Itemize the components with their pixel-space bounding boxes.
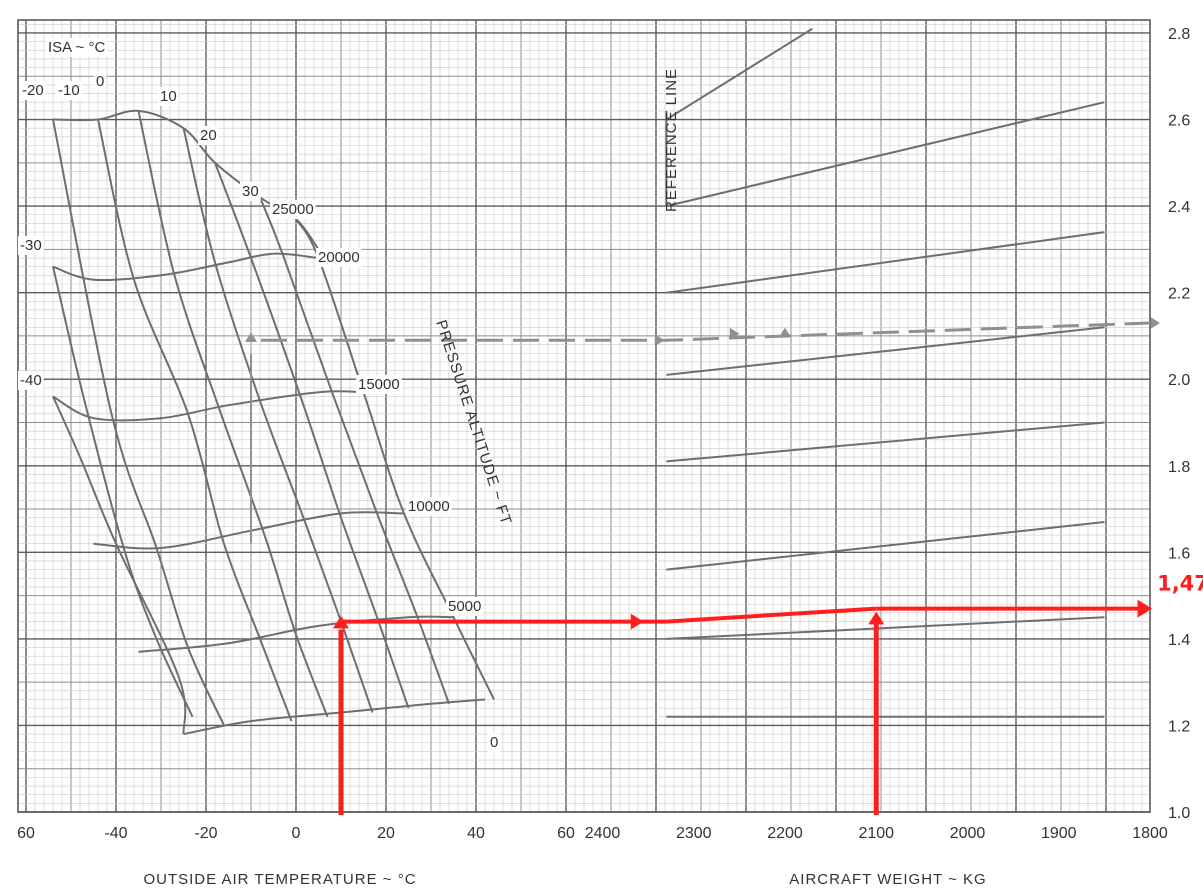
- isa-line-4: [137, 110, 329, 718]
- x-tick-label-temperature: 0: [292, 825, 301, 842]
- y-tick-label: 1.0: [1168, 805, 1190, 822]
- weight-line-3: [666, 421, 1105, 463]
- example-arrow-1: [654, 334, 665, 347]
- isa-title: ISA ~ °C: [48, 39, 105, 56]
- isa-label-4-bg: [94, 72, 107, 91]
- isa-label-5: 10: [160, 88, 177, 105]
- x-tick-label-temperature: 40: [467, 825, 485, 842]
- solution-arrow-up-weight: [868, 611, 885, 625]
- example-arrow-2: [729, 327, 740, 340]
- altitude-label-20000-bg: [316, 248, 362, 267]
- weight-line-4: [666, 326, 1105, 376]
- isa-label-2: -20: [22, 82, 44, 99]
- altitude-label-0-bg: [488, 733, 501, 752]
- example-arrow-up: [245, 332, 257, 342]
- isa-label-5-bg: [158, 87, 179, 106]
- solution-weight-trace: [666, 606, 877, 624]
- isa-label-6-bg: [198, 126, 219, 145]
- x-tick-label-temperature: -40: [104, 825, 127, 842]
- example-arrow-4: [1150, 316, 1160, 329]
- x-tick-label-weight: 2300: [676, 825, 712, 842]
- isa-label-1: -30: [20, 237, 42, 254]
- weight-line-5: [666, 231, 1105, 294]
- overlays: [245, 316, 1160, 815]
- altitude-label-20000: 20000: [318, 249, 360, 266]
- weight-line-1: [666, 616, 1105, 640]
- altitude-line-5000: [138, 615, 454, 653]
- y-tick-label: 2.8: [1168, 26, 1190, 43]
- isa-line-1: [52, 266, 194, 718]
- x-tick-label-weight: 2000: [950, 825, 986, 842]
- x-tick-label-weight: 1900: [1041, 825, 1077, 842]
- example-arrow-3: [779, 327, 791, 338]
- altitude-label-0: 0: [490, 734, 498, 751]
- isa-line-3: [97, 119, 293, 722]
- altitude-label-25000: 25000: [272, 201, 314, 218]
- isa-line-2: [52, 119, 225, 726]
- weight-line-6: [666, 101, 1105, 208]
- y-tick-label: 1.4: [1168, 632, 1190, 649]
- isa-label-3: -10: [58, 82, 80, 99]
- solution-arrow-right-1: [630, 613, 644, 630]
- weight-line-2: [666, 521, 1105, 571]
- x-tick-label-temperature: 60: [557, 825, 575, 842]
- isa-label-7-bg: [240, 182, 261, 201]
- x-tick-label-weight: 2400: [585, 825, 621, 842]
- isa-label-0-bg: [18, 371, 44, 390]
- x-tick-label-temperature: -20: [194, 825, 217, 842]
- y-tick-label: 1.8: [1168, 459, 1190, 476]
- altitude-label-10000: 10000: [408, 498, 450, 515]
- grid: [17, 19, 1151, 813]
- altitude-label-15000-bg: [356, 375, 402, 394]
- isa-label-1-bg: [18, 236, 44, 255]
- isa-label-3-bg: [56, 81, 82, 100]
- example-dashed-line: [261, 321, 1151, 342]
- plot-frame: [17, 19, 1151, 813]
- x-tick-label-weight: 1800: [1132, 825, 1168, 842]
- y-tick-label: 2.0: [1168, 372, 1190, 389]
- x-tick-label-weight: 2100: [858, 825, 894, 842]
- x-tick-label-weight: 2200: [767, 825, 803, 842]
- altitude-label-25000-bg: [270, 200, 316, 219]
- isa-line-6: [214, 162, 410, 709]
- x-axis-title-weight: AIRCRAFT WEIGHT ~ KG: [789, 871, 986, 888]
- altitude-line-15000: [52, 390, 364, 422]
- altitude-label-5000: 5000: [448, 598, 481, 615]
- isa-label-0: -40: [20, 372, 42, 389]
- altitude-line-20000: [52, 252, 319, 282]
- x-tick-label-temperature: 20: [377, 825, 395, 842]
- isa-label-2-bg: [20, 81, 46, 100]
- solution-result-label: 1,47: [1157, 572, 1203, 596]
- weight-line-7: [665, 27, 813, 121]
- y-tick-label: 1.6: [1168, 545, 1190, 562]
- isa-line-7: [259, 197, 450, 705]
- x-tick-label-temperature: 60: [17, 825, 35, 842]
- solution-arrow-right-2: [1137, 599, 1152, 618]
- altitude-label-5000-bg: [446, 597, 484, 616]
- y-tick-label: 1.2: [1168, 718, 1190, 735]
- isa-label-6: 20: [200, 127, 217, 144]
- y-tick-label: 2.2: [1168, 286, 1190, 303]
- isa-label-7: 30: [242, 183, 259, 200]
- x-axis-title-temperature: OUTSIDE AIR TEMPERATURE ~ °C: [143, 871, 416, 888]
- reference-line-label: REFERENCE LINE: [663, 68, 680, 212]
- y-tick-label: 2.4: [1168, 199, 1190, 216]
- isa-label-4: 0: [96, 73, 104, 90]
- altitude-label-10000-bg: [406, 497, 452, 516]
- isa-title-bg: [46, 38, 108, 57]
- altitude-label-15000: 15000: [358, 376, 400, 393]
- y-tick-label: 2.6: [1168, 113, 1190, 130]
- isa-line-0: [52, 396, 187, 735]
